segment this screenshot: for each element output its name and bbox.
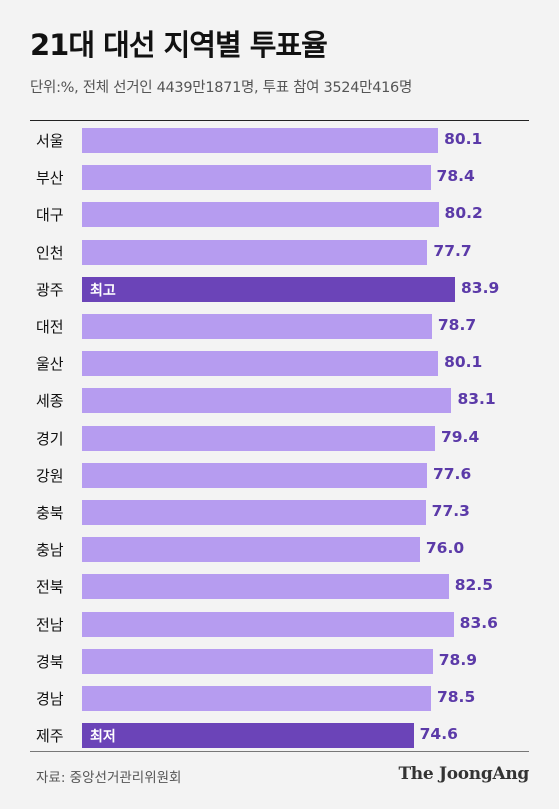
bar-row: 경남 78.5 — [0, 680, 559, 717]
highlight-label: 최저 — [90, 729, 116, 746]
bar — [82, 314, 432, 339]
data-label: 77.7 — [433, 241, 472, 260]
data-label: 78.9 — [438, 650, 478, 669]
category-label: 세종 — [36, 392, 64, 411]
bar — [82, 686, 431, 711]
bar — [82, 500, 426, 525]
data-label: 83.6 — [459, 613, 498, 632]
data-label: 78.7 — [437, 316, 477, 334]
brand-logo: The JoongAng — [398, 764, 529, 784]
category-label: 대전 — [36, 318, 64, 336]
data-label: 80.2 — [444, 204, 483, 223]
bar — [82, 537, 420, 563]
category-label: 충북 — [36, 504, 64, 522]
bar-row: 광주 최고 83.9 — [0, 271, 559, 308]
bar-row: 경기 79.4 — [0, 420, 559, 457]
category-label: 부산 — [36, 169, 64, 188]
data-label: 83.9 — [461, 278, 500, 297]
data-label: 82.5 — [454, 576, 494, 595]
top-rule — [30, 120, 529, 121]
data-label: 78.5 — [436, 688, 476, 706]
bar — [82, 648, 433, 674]
bar — [82, 574, 449, 600]
category-label: 울산 — [36, 355, 64, 374]
bar-row: 제주 최저 74.6 — [0, 717, 559, 754]
category-label: 경남 — [36, 690, 64, 708]
data-label: 76.0 — [425, 539, 465, 558]
bar-row: 충북 77.3 — [0, 494, 559, 531]
bar — [82, 462, 427, 488]
category-label: 광주 — [36, 280, 64, 299]
bar — [82, 239, 428, 265]
bar-row: 서울 80.1 — [0, 122, 559, 159]
bar: 최고 — [82, 276, 455, 302]
data-label: 77.3 — [431, 502, 470, 520]
bar — [82, 388, 452, 414]
bar-row: 대전 78.7 — [0, 308, 559, 345]
bar — [82, 165, 431, 191]
data-label: 78.4 — [436, 167, 475, 186]
bar-row: 강원 77.6 — [0, 457, 559, 494]
chart-title: 21대 대선 지역별 투표율 — [30, 28, 328, 62]
bar-row: 세종 83.1 — [0, 382, 559, 419]
bar-row: 전북 82.5 — [0, 568, 559, 605]
category-label: 경기 — [36, 429, 64, 448]
bottom-rule — [30, 751, 529, 752]
bar — [82, 351, 439, 377]
highlight-label: 최고 — [90, 282, 116, 299]
bar — [82, 425, 435, 451]
bar: 최저 — [82, 723, 414, 749]
data-label: 83.1 — [457, 390, 496, 409]
category-label: 제주 — [36, 727, 64, 746]
bar-row: 인천 77.7 — [0, 234, 559, 271]
category-label: 전남 — [36, 615, 64, 634]
data-label: 74.6 — [419, 725, 458, 744]
category-label: 충남 — [36, 541, 64, 560]
bar-row: 충남 76.0 — [0, 531, 559, 568]
bar-row: 울산 80.1 — [0, 345, 559, 382]
bar-row: 경북 78.9 — [0, 643, 559, 680]
category-label: 인천 — [36, 243, 64, 262]
category-label: 전북 — [36, 578, 64, 597]
bar-row: 부산 78.4 — [0, 159, 559, 196]
bar-row: 전남 83.6 — [0, 606, 559, 643]
bar-row: 대구 80.2 — [0, 196, 559, 233]
category-label: 강원 — [36, 466, 64, 485]
bar — [82, 611, 454, 637]
bar — [82, 202, 439, 228]
category-label: 경북 — [36, 652, 64, 671]
data-label: 77.6 — [432, 464, 472, 483]
category-label: 서울 — [36, 132, 64, 150]
data-label: 80.1 — [444, 353, 483, 372]
data-label: 79.4 — [440, 427, 480, 446]
source-note: 자료: 중앙선거관리위원회 — [36, 770, 182, 786]
category-label: 대구 — [36, 206, 64, 225]
chart-subtitle: 단위:%, 전체 선거인 4439만1871명, 투표 참여 3524만416명 — [30, 80, 413, 96]
data-label: 80.1 — [444, 130, 483, 148]
bar — [82, 128, 439, 153]
